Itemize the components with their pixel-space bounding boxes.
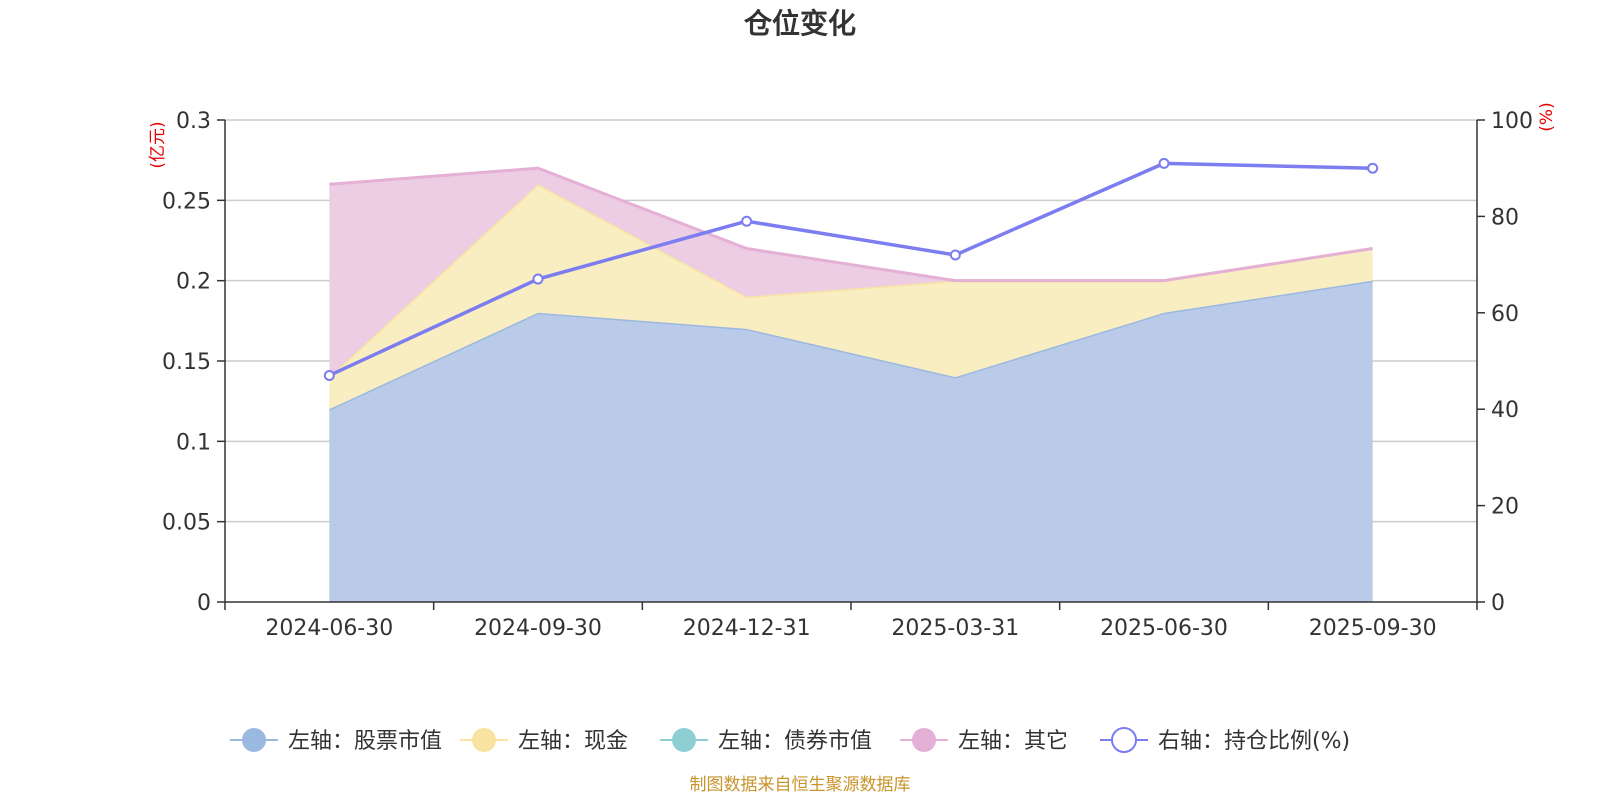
legend-item[interactable]: 左轴：股票市值 (230, 728, 442, 754)
legend-label: 左轴：现金 (518, 729, 628, 754)
x-tick-label: 2024-09-30 (474, 616, 602, 641)
right-tick-label: 40 (1491, 398, 1519, 423)
legend-marker (912, 728, 936, 752)
legend-item[interactable]: 左轴：其它 (900, 728, 1068, 754)
x-tick-label: 2025-09-30 (1309, 616, 1437, 641)
left-tick-label: 0.3 (176, 109, 211, 134)
right-tick-label: 20 (1491, 495, 1519, 520)
x-tick-label: 2025-06-30 (1100, 616, 1228, 641)
area-edge-4 (329, 166, 1373, 283)
legend: 左轴：股票市值 左轴：现金 左轴：债券市值 左轴：其它 右轴：持仓比例(%) (230, 727, 1350, 754)
left-tick-label: 0.15 (162, 350, 211, 375)
legend-label: 左轴：其它 (958, 729, 1068, 754)
legend-marker (472, 728, 496, 752)
ratio-point[interactable] (1158, 157, 1170, 169)
x-tick-label: 2024-12-31 (683, 616, 811, 641)
right-tick-label: 60 (1491, 302, 1519, 327)
area-2 (329, 184, 1373, 410)
stacked-areas (328, 166, 1373, 602)
legend-marker (1111, 727, 1137, 753)
ratio-point[interactable] (949, 249, 961, 261)
legend-item[interactable]: 左轴：现金 (460, 728, 628, 754)
x-tick-label: 2025-03-31 (891, 616, 1019, 641)
right-tick-label: 100 (1491, 109, 1533, 134)
axes: 0 0.05 0.1 0.15 0.2 0.25 0.3 0 20 40 60 80 100 2024-0… (162, 109, 1533, 641)
left-tick-label: 0.05 (162, 511, 211, 536)
ratio-point[interactable] (323, 369, 335, 381)
legend-label: 左轴：债券市值 (718, 729, 872, 754)
right-tick-label: 80 (1491, 205, 1519, 230)
legend-label: 右轴：持仓比例(%) (1158, 729, 1350, 754)
right-axis-unit: (%) (1537, 102, 1557, 131)
left-tick-label: 0.25 (162, 189, 211, 214)
data-source-note: 制图数据来自恒生聚源数据库 (690, 775, 911, 795)
area-4 (329, 168, 1373, 378)
area-1 (329, 280, 1373, 602)
chart-title: 仓位变化 (744, 7, 856, 40)
left-axis-unit: (亿元) (148, 121, 168, 168)
ratio-point[interactable] (532, 273, 544, 285)
x-tick-label: 2024-06-30 (265, 616, 393, 641)
left-tick-label: 0.1 (176, 430, 211, 455)
left-tick-label: 0 (197, 591, 211, 616)
legend-label: 左轴：股票市值 (288, 729, 442, 754)
legend-marker (672, 728, 696, 752)
ratio-point[interactable] (741, 215, 753, 227)
ratio-point[interactable] (1367, 162, 1379, 174)
legend-marker (242, 728, 266, 752)
right-tick-label: 0 (1491, 591, 1505, 616)
holding-ratio-series (323, 157, 1379, 381)
left-tick-label: 0.2 (176, 270, 211, 295)
ratio-line (328, 161, 1373, 378)
legend-item[interactable]: 左轴：债券市值 (660, 728, 872, 754)
legend-item[interactable]: 右轴：持仓比例(%) (1100, 727, 1350, 754)
